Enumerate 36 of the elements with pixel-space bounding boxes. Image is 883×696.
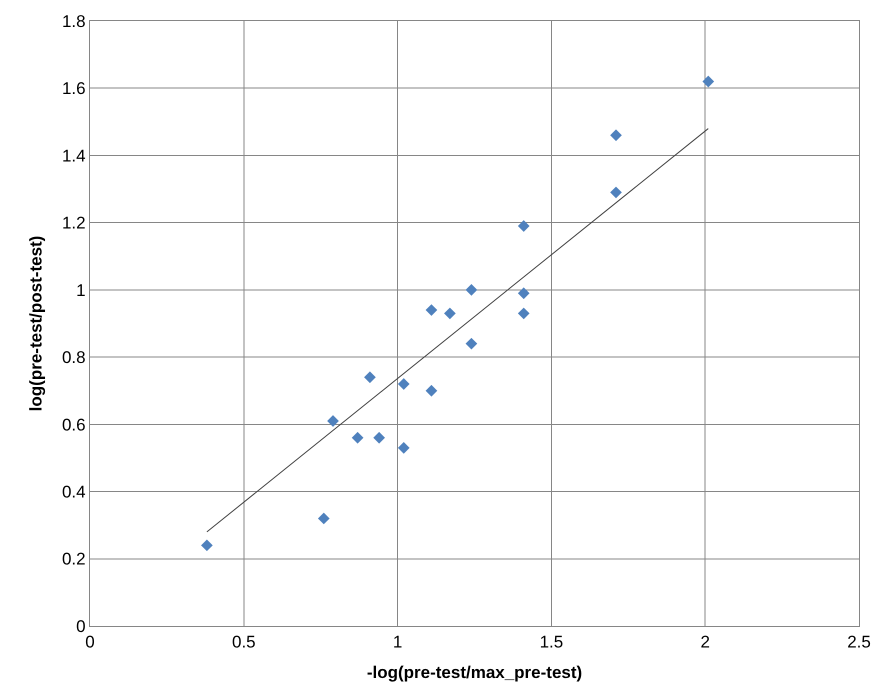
point (327, 415, 339, 427)
y-tick-label: 1.4 (62, 146, 86, 166)
y-tick-label: 1 (76, 280, 86, 300)
y-axis-title: log(pre-test/post-test) (26, 236, 46, 412)
y-tick-label: 1.8 (62, 12, 86, 31)
y-tick-label: 0.2 (62, 550, 86, 569)
y-tick-label: 0.8 (62, 348, 86, 368)
point (610, 129, 622, 142)
y-tick-label: 0.6 (62, 415, 86, 434)
point (352, 432, 364, 444)
x-axis-title: -log(pre-test/max_pre-test) (366, 662, 582, 682)
point (398, 378, 410, 390)
point (201, 539, 213, 552)
point (318, 512, 330, 524)
y-tick-label: 1.2 (62, 214, 86, 233)
point (426, 304, 438, 316)
point (518, 287, 530, 300)
point (466, 338, 478, 350)
y-tick-label: 0.4 (62, 482, 86, 502)
point (364, 371, 376, 384)
point (398, 442, 410, 454)
point (373, 432, 385, 444)
point (518, 308, 530, 320)
x-tick-label: 2 (700, 632, 710, 652)
point (466, 284, 478, 296)
point (518, 220, 530, 232)
x-tick-label: 2.5 (847, 632, 871, 652)
point (610, 186, 622, 198)
point (444, 308, 456, 320)
x-tick-label: 0.5 (232, 632, 256, 652)
y-tick-label: 1.6 (62, 79, 86, 98)
x-tick-label: 1.5 (540, 632, 564, 652)
x-tick-label: 1 (392, 632, 402, 652)
point (702, 76, 714, 88)
y-tick-label: 0 (76, 616, 86, 636)
point (426, 384, 438, 397)
